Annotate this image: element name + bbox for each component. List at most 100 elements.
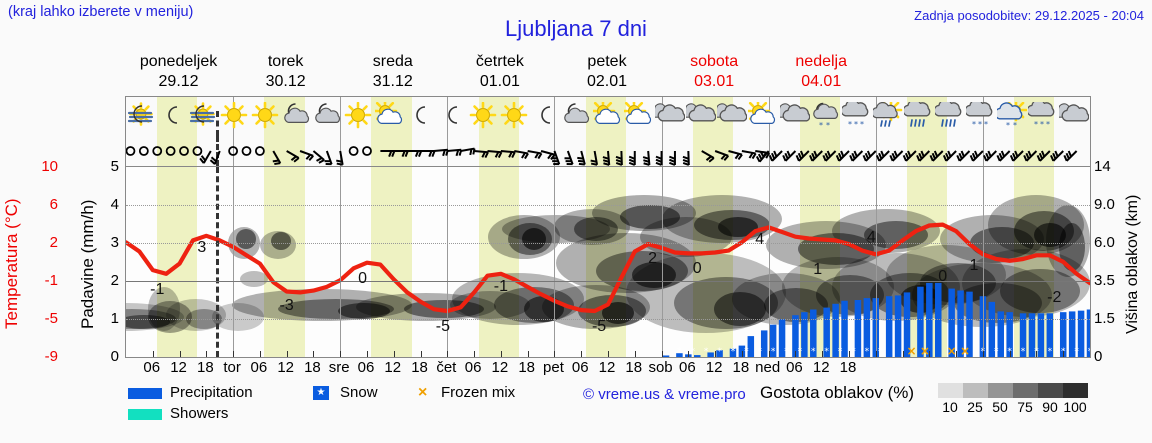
location-menu-note[interactable]: (kraj lahko izberete v meniju) [8, 4, 194, 20]
cloud-density-tick-75: 75 [1017, 399, 1033, 415]
daylight-band [799, 136, 841, 166]
day-header-1: ponedeljek 29.12 [119, 52, 239, 92]
cloud-density-swatch-0 [938, 383, 963, 398]
temperature-value-label: -5 [591, 318, 607, 335]
x-axis-tick [554, 351, 556, 357]
copyright-link[interactable]: © vreme.us & vreme.pro [583, 386, 746, 403]
day-header-2: torek 30.12 [226, 52, 346, 92]
x-axis-tick [822, 351, 824, 357]
day-separator [661, 167, 663, 357]
x-tick-12-25: 12 [812, 359, 830, 376]
x-axis-tick [929, 351, 931, 357]
weather-icon-sun-snow: * * [997, 102, 1028, 132]
weather-icon-cloud [1059, 102, 1090, 132]
x-tick-12-9: 12 [384, 359, 402, 376]
x-axis-tick [741, 351, 743, 357]
x-axis-tick [956, 351, 958, 357]
legend-showers-label: Showers [170, 405, 229, 422]
x-tick-18-2: 18 [196, 359, 214, 376]
day-header-7: nedelja 04.01 [761, 52, 881, 92]
temperature-value-label: 0 [692, 260, 702, 278]
weather-icon-moon [406, 102, 436, 132]
main-plot-area: *************************×××× -13-30-5-1… [125, 166, 1091, 358]
x-axis-tick [313, 351, 315, 357]
weather-icon-fog [127, 102, 157, 132]
x-axis-tick [715, 351, 717, 357]
temperature-value-label: 0 [938, 267, 948, 285]
svg-text:*: * [1006, 121, 1010, 130]
frozen-mix-icon: × [418, 384, 428, 401]
showers-swatch [128, 409, 162, 420]
daylight-band [157, 167, 198, 357]
prec-ticks-0: 5 [110, 158, 119, 175]
x-tick-tor-3: tor [223, 359, 241, 376]
prec-ticks-5: 0 [110, 348, 119, 365]
weather-icon-sun [500, 102, 530, 132]
x-tick-18-22: 18 [732, 359, 750, 376]
x-axis-tick [447, 351, 449, 357]
svg-text:*: * [771, 347, 776, 357]
x-axis-tick [1009, 351, 1011, 357]
x-axis-tick [875, 351, 877, 357]
svg-text:*: * [978, 120, 982, 129]
weather-icon-cloud-snow: * * * [966, 102, 996, 132]
svg-text:×: × [947, 344, 957, 357]
svg-text:*: * [1013, 121, 1017, 130]
day-separator [768, 136, 770, 166]
temp-ticks-0: 10 [41, 158, 58, 175]
day-separator [447, 97, 449, 136]
svg-text:*: * [819, 121, 823, 130]
weather-icon-cloud [686, 102, 717, 132]
day-separator [875, 167, 877, 357]
day-separator [233, 167, 235, 357]
weather-icon-moon-cloud [313, 102, 343, 132]
cloud-ticks-3: 3.5 [1094, 272, 1115, 289]
x-axis-tick [527, 351, 529, 357]
day-date: 04.01 [801, 73, 842, 90]
daylight-band [157, 97, 198, 136]
page-title: Ljubljana 7 dni [505, 16, 647, 41]
cloud-density-colorbar [938, 383, 1088, 398]
x-tick-12-5: 12 [277, 359, 294, 376]
daylight-band [692, 167, 733, 357]
x-axis-tick [768, 351, 770, 357]
x-tick-06-4: 06 [250, 359, 268, 376]
svg-text:*: * [1088, 347, 1090, 357]
x-tick-pet-15: pet [543, 359, 564, 376]
x-tick-18-6: 18 [304, 359, 321, 376]
day-header-5: petek 02.01 [547, 52, 667, 92]
day-separator [982, 136, 984, 166]
svg-text:*: * [704, 347, 709, 357]
svg-text:*: * [1048, 347, 1053, 357]
day-separator [447, 167, 449, 357]
weather-icon-sun [220, 102, 250, 132]
daylight-band [907, 136, 948, 166]
temperature-value-label: -1 [493, 277, 508, 295]
x-axis-tick-labels: 06 12 18 tor 06 12 18 sre 06 12 18 čet 06 12 18 pet 06 12… [125, 359, 1091, 379]
weather-icon-moon [158, 102, 188, 132]
horizontal-gridline [126, 205, 1090, 206]
weather-icon-sun [251, 102, 281, 132]
day-name: nedelja [795, 53, 848, 70]
cloud-density-swatch-5 [1063, 383, 1088, 398]
daylight-band [264, 167, 305, 357]
day-date: 01.01 [479, 73, 520, 90]
x-axis-tick [634, 351, 636, 357]
day-separator [875, 136, 877, 166]
weather-icon-sun-rain [872, 102, 903, 132]
x-axis-tick [982, 351, 984, 357]
day-name: sobota [690, 53, 739, 70]
legend-precipitation-label: Precipitation [170, 384, 253, 401]
day-separator [554, 97, 556, 136]
x-axis-tick [608, 351, 609, 357]
x-axis-tick [340, 351, 342, 357]
svg-text:×: × [906, 344, 916, 357]
legend-snow-label: Snow [340, 384, 378, 401]
cloud-density-tick-10: 10 [942, 399, 958, 415]
svg-text:×: × [920, 344, 930, 357]
legend: Precipitation ★ Snow × Frozen mix Shower… [128, 384, 598, 426]
day-separator [982, 167, 984, 357]
temp-ticks-3: -1 [44, 272, 58, 289]
svg-text:*: * [717, 347, 722, 357]
day-header-4: četrtek 01.01 [440, 52, 560, 92]
